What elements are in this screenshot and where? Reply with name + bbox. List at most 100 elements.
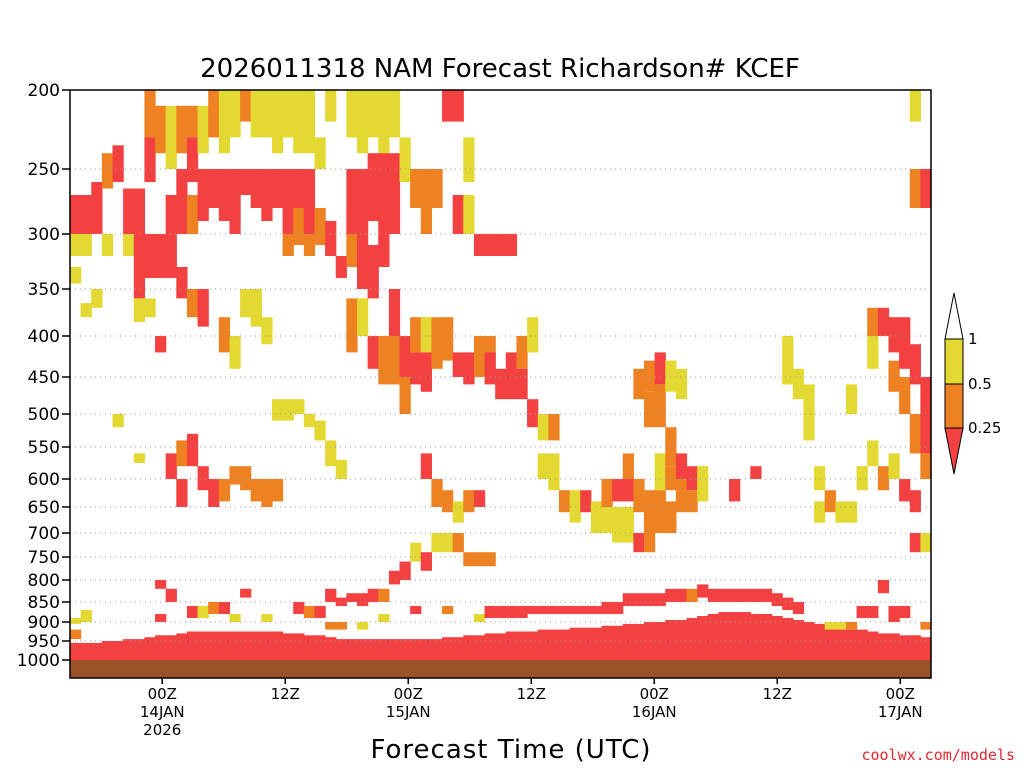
ri-cell bbox=[548, 629, 560, 660]
ri-cell bbox=[133, 298, 146, 322]
ri-cell bbox=[240, 90, 252, 122]
ri-cell bbox=[165, 105, 177, 169]
ri-cell bbox=[452, 501, 464, 523]
ri-cell bbox=[229, 90, 241, 138]
ri-cell bbox=[420, 453, 433, 479]
ri-cell bbox=[378, 614, 390, 622]
ri-cell bbox=[590, 606, 603, 614]
ri-cell bbox=[367, 153, 379, 221]
ri-cell bbox=[218, 602, 231, 614]
ri-cell bbox=[197, 466, 209, 491]
ri-cell bbox=[133, 453, 146, 463]
ri-cell bbox=[697, 584, 709, 598]
ri-cell bbox=[909, 90, 921, 122]
ri-cell bbox=[271, 631, 284, 660]
ri-cell bbox=[186, 195, 199, 234]
ri-cell bbox=[867, 440, 879, 467]
ri-cell bbox=[399, 137, 411, 182]
ri-cell bbox=[208, 90, 220, 138]
ri-cell bbox=[612, 625, 624, 660]
ri-cell bbox=[920, 637, 932, 660]
ri-cell bbox=[686, 588, 698, 602]
plot-frame bbox=[69, 89, 932, 679]
ri-cell bbox=[686, 618, 698, 660]
ri-cell bbox=[133, 639, 146, 660]
y-tick-label: 250 bbox=[28, 160, 60, 180]
ri-cell bbox=[633, 533, 645, 553]
x-tick-label: 2026 bbox=[143, 721, 181, 739]
ri-cell bbox=[70, 195, 82, 234]
ri-cell bbox=[665, 588, 677, 602]
ri-cell bbox=[240, 169, 252, 195]
ri-cell bbox=[548, 606, 560, 614]
ri-cell bbox=[792, 368, 805, 400]
y-tick-label: 350 bbox=[28, 280, 60, 300]
x-tick-label: 15JAN bbox=[386, 703, 431, 721]
ri-cell bbox=[729, 612, 741, 660]
ri-cell bbox=[335, 639, 347, 660]
ri-cell bbox=[654, 453, 666, 491]
ri-cell bbox=[325, 588, 337, 602]
ri-cell bbox=[314, 635, 326, 660]
legend-bottom-arrow bbox=[944, 427, 964, 475]
ri-cell bbox=[133, 267, 146, 299]
ri-cell bbox=[771, 593, 783, 606]
ri-cell bbox=[197, 606, 209, 618]
ri-cell bbox=[484, 234, 496, 256]
ri-cell bbox=[271, 479, 284, 502]
ri-cell bbox=[590, 501, 603, 533]
ri-cell bbox=[367, 245, 379, 299]
ri-cell bbox=[325, 440, 337, 467]
ri-cell bbox=[612, 507, 624, 543]
ri-cell bbox=[101, 234, 114, 256]
ri-cell bbox=[410, 317, 422, 353]
y-tick-label: 300 bbox=[28, 225, 60, 245]
ri-cell bbox=[452, 352, 464, 377]
ri-cell bbox=[357, 169, 369, 234]
ri-cell bbox=[792, 620, 805, 660]
ri-cell bbox=[473, 490, 486, 507]
ri-cell bbox=[346, 593, 358, 602]
ri-cell bbox=[123, 188, 135, 234]
ri-cell bbox=[303, 169, 316, 234]
ri-cell bbox=[856, 466, 868, 491]
ri-cell bbox=[271, 399, 284, 421]
ri-cell bbox=[335, 622, 347, 630]
ri-cell bbox=[378, 588, 390, 602]
ri-cell bbox=[792, 602, 805, 614]
ri-cell bbox=[920, 414, 932, 454]
ri-cell bbox=[293, 602, 305, 614]
ri-cell bbox=[452, 195, 464, 234]
ri-cell bbox=[527, 317, 539, 353]
ri-cell bbox=[70, 642, 82, 660]
ri-cell bbox=[229, 169, 241, 234]
ri-cell bbox=[760, 614, 773, 660]
ri-cell bbox=[920, 377, 932, 414]
ri-cell bbox=[814, 466, 826, 491]
ri-cell bbox=[123, 639, 135, 660]
ri-cell bbox=[675, 479, 688, 513]
ri-cell bbox=[750, 466, 762, 479]
x-axis-title: Forecast Time (UTC) bbox=[370, 735, 651, 765]
x-tick-label: 14JAN bbox=[140, 703, 185, 721]
ri-cell bbox=[909, 490, 921, 513]
ri-cell bbox=[218, 169, 231, 221]
ri-cell bbox=[899, 317, 911, 369]
ri-cell bbox=[335, 256, 347, 278]
legend-label: 1 bbox=[968, 330, 978, 348]
ri-cell bbox=[920, 453, 932, 479]
ri-cell bbox=[282, 90, 294, 138]
ri-cell bbox=[909, 635, 921, 660]
ri-cell bbox=[867, 631, 879, 660]
ri-cell bbox=[420, 552, 433, 571]
ri-cell bbox=[665, 620, 677, 660]
ri-cell bbox=[558, 490, 571, 513]
ri-cell bbox=[80, 234, 92, 256]
ri-cell bbox=[516, 631, 528, 660]
ri-cell bbox=[250, 169, 262, 208]
y-tick-label: 900 bbox=[28, 613, 60, 633]
ri-cell bbox=[505, 234, 518, 256]
ri-cell bbox=[303, 90, 316, 154]
